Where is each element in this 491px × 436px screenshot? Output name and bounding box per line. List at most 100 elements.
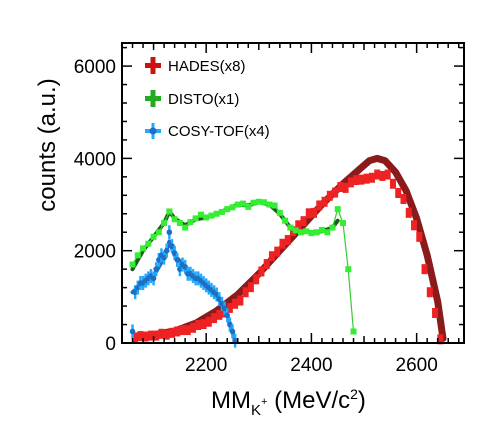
data-point-hades-x- bbox=[205, 316, 212, 327]
data-point-hades-x- bbox=[321, 196, 328, 207]
y-tick-label: 4000 bbox=[74, 149, 116, 170]
x-axis-title-unit-close: ) bbox=[358, 387, 366, 414]
data-point-hades-x- bbox=[226, 302, 233, 313]
data-point-hades-x- bbox=[368, 172, 375, 183]
x-axis-title-subscript: K bbox=[251, 402, 261, 419]
data-point-hades-x- bbox=[305, 208, 312, 219]
x-axis-title: MMK+ (MeV/c2) bbox=[211, 386, 366, 419]
data-point-disto-x- bbox=[282, 217, 289, 224]
data-point-hades-x- bbox=[242, 287, 249, 298]
x-axis-title-unit: (MeV/c bbox=[267, 387, 350, 414]
data-point-hades-x- bbox=[268, 251, 275, 262]
data-point-cosy-tof-x- bbox=[163, 247, 170, 254]
data-point-disto-x- bbox=[292, 227, 299, 234]
data-point-disto-x- bbox=[134, 252, 141, 259]
data-point-hades-x- bbox=[353, 175, 360, 186]
data-point-hades-x- bbox=[421, 264, 428, 275]
data-point-hades-x- bbox=[253, 274, 260, 285]
data-point-hades-x- bbox=[416, 231, 423, 242]
data-point-hades-x- bbox=[411, 220, 418, 231]
x-tick-label: 2200 bbox=[185, 355, 227, 376]
legend-marker-cosy-tof-dot bbox=[149, 127, 157, 135]
data-point-hades-x- bbox=[311, 207, 318, 218]
data-point-hades-x- bbox=[384, 169, 391, 180]
data-point-disto-x- bbox=[224, 206, 231, 213]
data-point-disto-x- bbox=[129, 261, 136, 268]
fit-curve-hades-x- bbox=[131, 154, 447, 342]
data-point-disto-x- bbox=[245, 203, 252, 210]
data-point-disto-x- bbox=[303, 228, 310, 235]
data-point-hades-x- bbox=[179, 325, 186, 336]
data-point-disto-x- bbox=[155, 229, 162, 236]
data-point-hades-x- bbox=[379, 170, 386, 181]
data-point-hades-x- bbox=[332, 187, 339, 198]
data-point-hades-x- bbox=[232, 298, 239, 309]
legend-marker-hades-bar bbox=[150, 57, 156, 74]
data-point-disto-x- bbox=[171, 216, 178, 223]
data-point-hades-x- bbox=[437, 334, 444, 345]
data-point-hades-x- bbox=[316, 200, 323, 211]
data-point-hades-x- bbox=[137, 331, 144, 342]
data-point-cosy-tof-x- bbox=[174, 257, 181, 263]
data-point-hades-x- bbox=[395, 188, 402, 198]
data-point-disto-x- bbox=[161, 220, 168, 226]
data-point-disto-x- bbox=[234, 201, 241, 208]
data-point-hades-x- bbox=[195, 320, 202, 330]
data-point-hades-x- bbox=[295, 220, 302, 231]
data-point-disto-x- bbox=[182, 224, 189, 231]
x-axis-title-unit-superscript: 2 bbox=[350, 386, 358, 402]
y-tick-label: 2000 bbox=[74, 242, 116, 263]
data-point-hades-x- bbox=[432, 308, 439, 318]
data-point-hades-x- bbox=[163, 329, 170, 340]
data-points-layer bbox=[129, 169, 444, 348]
data-point-hades-x- bbox=[358, 174, 365, 185]
data-point-hades-x- bbox=[300, 216, 307, 227]
data-point-hades-x- bbox=[190, 322, 197, 333]
data-point-cosy-tof-x- bbox=[224, 312, 231, 319]
data-point-hades-x- bbox=[158, 328, 165, 339]
data-point-disto-x- bbox=[192, 215, 199, 222]
data-point-disto-x- bbox=[266, 201, 273, 208]
data-point-disto-x- bbox=[345, 266, 352, 273]
data-point-hades-x- bbox=[132, 332, 139, 343]
legend-label-hades: HADES(x8) bbox=[168, 58, 246, 75]
legend-item-hades: HADES(x8) bbox=[145, 57, 246, 75]
data-point-disto-x- bbox=[339, 220, 346, 226]
data-point-disto-x- bbox=[276, 209, 283, 216]
data-point-disto-x- bbox=[203, 214, 210, 221]
data-point-cosy-tof-x- bbox=[229, 328, 236, 335]
data-point-cosy-tof-x- bbox=[153, 266, 159, 272]
data-point-disto-x- bbox=[218, 208, 225, 215]
y-tick-label: 6000 bbox=[74, 57, 116, 78]
data-point-disto-x- bbox=[329, 224, 336, 231]
data-point-hades-x- bbox=[363, 173, 370, 184]
data-point-hades-x- bbox=[153, 330, 160, 341]
data-point-hades-x- bbox=[142, 331, 149, 342]
legend-item-cosy-tof: COSY-TOF(x4) bbox=[145, 123, 270, 140]
data-point-disto-x- bbox=[197, 211, 204, 218]
data-point-disto-x- bbox=[313, 229, 320, 236]
data-point-disto-x- bbox=[334, 206, 341, 213]
x-axis-title-sub-superscript: + bbox=[261, 396, 267, 408]
data-point-hades-x- bbox=[326, 190, 333, 201]
data-point-disto-x- bbox=[287, 224, 294, 231]
data-point-disto-x- bbox=[318, 226, 325, 233]
data-point-disto-x- bbox=[240, 200, 247, 207]
y-tick-label: 0 bbox=[105, 334, 116, 355]
data-point-hades-x- bbox=[174, 326, 181, 337]
fit-curves-layer bbox=[130, 154, 447, 343]
data-point-hades-x- bbox=[258, 266, 265, 277]
legend-label-disto: DISTO(x1) bbox=[168, 91, 239, 108]
data-point-cosy-tof-x- bbox=[129, 328, 136, 335]
data-point-cosy-tof-x- bbox=[166, 229, 173, 236]
x-tick-label: 2400 bbox=[290, 355, 332, 376]
data-point-hades-x- bbox=[284, 235, 291, 246]
data-point-disto-x- bbox=[255, 198, 262, 205]
data-point-disto-x- bbox=[350, 328, 357, 335]
plot-frame bbox=[121, 42, 465, 344]
data-point-hades-x- bbox=[263, 259, 270, 270]
data-point-hades-x- bbox=[237, 295, 244, 306]
data-point-disto-x- bbox=[150, 233, 157, 240]
data-point-disto-x- bbox=[261, 199, 268, 206]
x-tick-label: 2600 bbox=[396, 355, 438, 376]
